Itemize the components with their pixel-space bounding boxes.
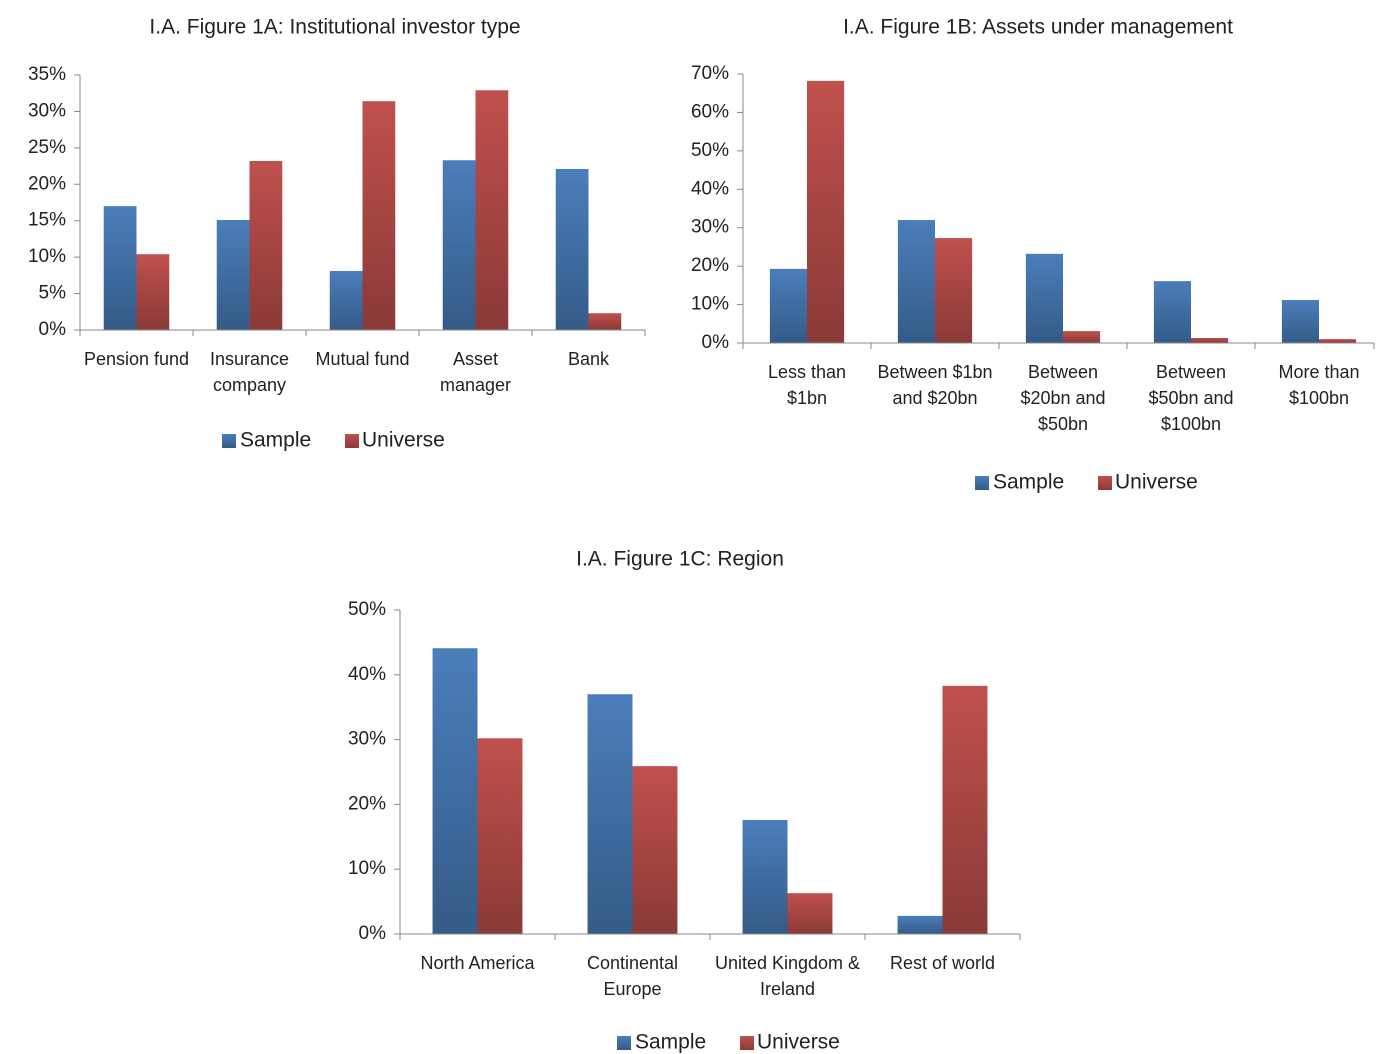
y-tick-label: 5% <box>39 283 67 304</box>
x-tick-label: Continental Europe <box>586 953 679 999</box>
bar <box>935 238 973 343</box>
legend-swatch <box>975 476 989 490</box>
bar <box>632 766 678 934</box>
bar <box>742 819 788 934</box>
bar <box>329 270 363 330</box>
bar <box>1025 253 1063 343</box>
legend-label: Universe <box>1115 471 1198 494</box>
legend-swatch <box>617 1036 631 1050</box>
bar <box>442 160 476 330</box>
bar <box>1063 331 1101 343</box>
y-tick-label: 30% <box>28 100 66 121</box>
x-tick-label: Between $1bn and $20bn <box>877 362 993 408</box>
y-tick-label: 30% <box>348 729 386 750</box>
bar <box>475 90 509 330</box>
legend-swatch <box>1098 476 1112 490</box>
y-tick-label: 70% <box>691 63 729 84</box>
y-tick-label: 40% <box>348 664 386 685</box>
x-tick-label: Mutual fund <box>315 349 410 369</box>
y-tick-label: 60% <box>691 101 729 122</box>
bar <box>477 738 523 934</box>
bar <box>897 220 935 343</box>
chart-title: I.A. Figure 1A: Institutional investor t… <box>149 16 520 39</box>
bar <box>1153 281 1191 343</box>
x-tick-label: Asset manager <box>439 349 512 395</box>
x-tick-label: Between $50bn and $100bn <box>1148 362 1234 434</box>
y-tick-label: 30% <box>691 217 729 238</box>
legend-label: Sample <box>635 1031 706 1054</box>
y-tick-label: 50% <box>348 599 386 620</box>
chart-title: I.A. Figure 1C: Region <box>576 548 784 571</box>
legend-label: Universe <box>362 429 445 452</box>
legend-swatch <box>740 1036 754 1050</box>
legend-swatch <box>222 434 236 448</box>
legend-label: Sample <box>993 471 1064 494</box>
bar <box>1281 299 1319 343</box>
y-tick-label: 15% <box>28 210 66 231</box>
x-tick-label: North America <box>420 953 535 973</box>
bar <box>555 168 589 330</box>
legend-label: Sample <box>240 429 311 452</box>
bar <box>769 268 807 343</box>
y-tick-label: 20% <box>348 793 386 814</box>
bar <box>1191 338 1229 343</box>
bar <box>588 313 622 330</box>
bar <box>103 206 137 330</box>
y-tick-label: 35% <box>28 64 66 85</box>
y-tick-label: 0% <box>39 319 67 340</box>
bar <box>249 160 283 330</box>
bar <box>587 694 633 934</box>
x-tick-label: Insurance company <box>209 349 290 395</box>
legend-label: Universe <box>757 1031 840 1054</box>
y-tick-label: 50% <box>691 140 729 161</box>
bar <box>942 685 988 934</box>
bar <box>136 254 170 330</box>
y-tick-label: 0% <box>702 332 730 353</box>
x-tick-label: Pension fund <box>83 349 190 369</box>
y-tick-label: 25% <box>28 137 66 158</box>
y-tick-label: 10% <box>348 858 386 879</box>
legend-swatch <box>345 434 359 448</box>
y-tick-label: 10% <box>28 246 66 267</box>
x-tick-label: Between $20bn and $50bn <box>1020 362 1106 434</box>
bar <box>362 101 396 330</box>
bar <box>787 893 833 934</box>
bar <box>1319 339 1357 343</box>
bar <box>432 648 478 934</box>
x-tick-label: Rest of world <box>889 953 996 973</box>
bar <box>897 915 943 934</box>
y-tick-label: 0% <box>359 923 387 944</box>
x-tick-label: More than $100bn <box>1278 362 1360 408</box>
y-tick-label: 40% <box>691 178 729 199</box>
y-tick-label: 20% <box>28 173 66 194</box>
y-tick-label: 10% <box>691 294 729 315</box>
y-tick-label: 20% <box>691 255 729 276</box>
x-tick-label: Bank <box>567 349 610 369</box>
x-tick-label: United Kingdom & Ireland <box>714 953 861 999</box>
chart-title: I.A. Figure 1B: Assets under management <box>843 16 1233 39</box>
x-tick-label: Less than $1bn <box>767 362 847 408</box>
bar <box>216 219 250 330</box>
bar <box>807 80 845 343</box>
